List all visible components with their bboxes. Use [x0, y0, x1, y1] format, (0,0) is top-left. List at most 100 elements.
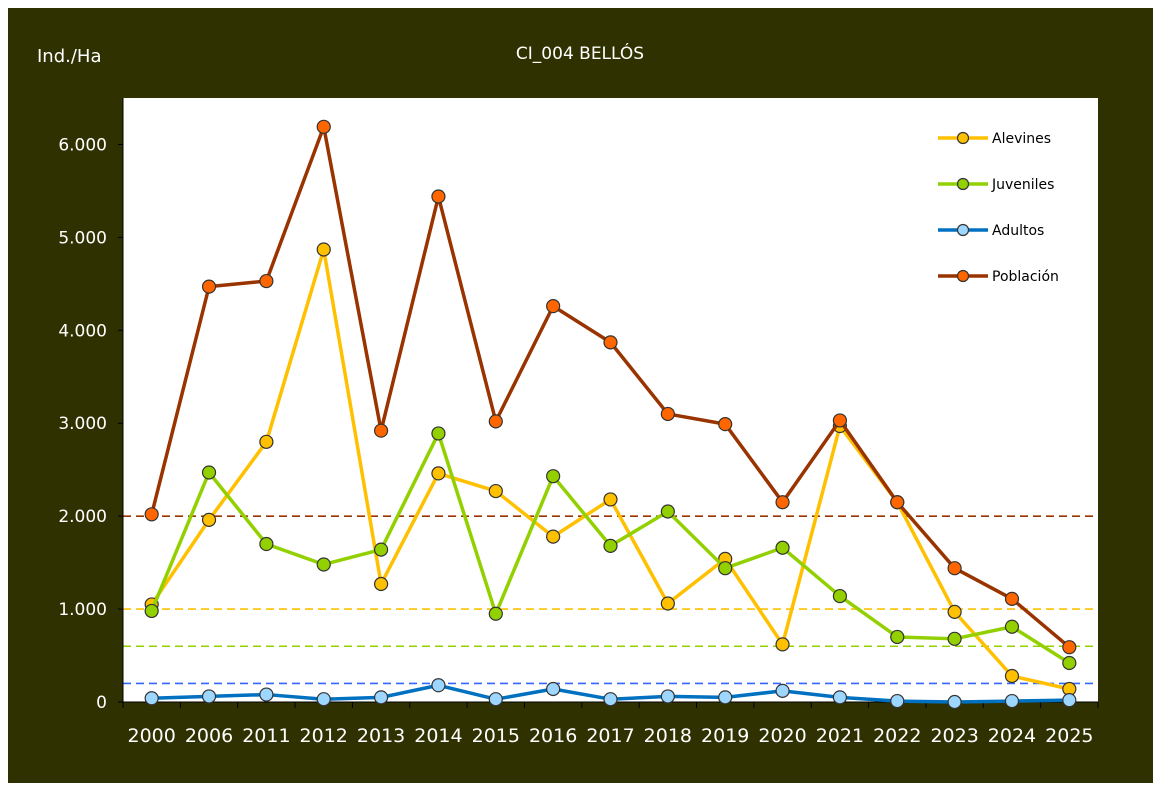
x-tick-label: 2017 — [586, 725, 634, 747]
x-tick-label: 2011 — [242, 725, 290, 747]
data-point-población — [890, 495, 905, 510]
data-point-juveniles — [431, 426, 446, 441]
legend-marker — [956, 223, 970, 237]
data-point-adultos — [259, 687, 274, 702]
data-point-juveniles — [488, 606, 503, 621]
legend: Alevines Juveniles Adultos Población — [938, 131, 1059, 285]
data-point-juveniles — [775, 540, 790, 555]
legend-label: Adultos — [992, 223, 1044, 239]
data-point-población — [201, 279, 217, 294]
data-point-población — [144, 507, 159, 522]
legend-marker — [956, 131, 970, 145]
data-point-población — [259, 273, 274, 289]
reference-lines — [123, 515, 1098, 685]
x-tick-label: 2023 — [930, 725, 978, 747]
x-tick-label: 2015 — [472, 725, 520, 747]
legend-label: Juveniles — [991, 177, 1054, 193]
data-point-juveniles — [144, 603, 159, 619]
data-point-alevines — [546, 529, 561, 544]
data-point-población — [488, 414, 503, 429]
legend-marker — [956, 269, 970, 283]
data-point-población — [718, 417, 733, 432]
data-point-adultos — [775, 683, 790, 698]
x-tick-label: 2006 — [185, 725, 233, 747]
y-tick-label: 3.000 — [58, 414, 107, 434]
series-layer — [144, 119, 1077, 710]
data-point-juveniles — [1062, 655, 1077, 671]
data-point-adultos — [890, 693, 905, 709]
data-point-alevines — [201, 512, 217, 527]
data-point-alevines — [947, 604, 962, 619]
data-point-juveniles — [660, 504, 675, 519]
x-tick-label: 2013 — [357, 725, 405, 747]
data-point-adultos — [201, 689, 217, 704]
y-tick-label: 2.000 — [58, 507, 107, 527]
data-point-población — [775, 495, 790, 510]
plot-area — [123, 98, 1098, 702]
data-point-juveniles — [373, 542, 389, 557]
data-point-juveniles — [259, 536, 274, 552]
y-tick-label: 0 — [96, 693, 107, 713]
data-point-adultos — [603, 692, 618, 707]
data-point-alevines — [1004, 668, 1020, 684]
x-tick-label: 2021 — [816, 725, 864, 747]
data-point-alevines — [259, 434, 274, 449]
data-point-adultos — [546, 681, 561, 697]
x-tick-label: 2020 — [758, 725, 806, 747]
legend-label: Alevines — [992, 131, 1051, 147]
y-tick-label: 6.000 — [58, 135, 107, 155]
axes: 0 1.000 2.000 3.000 4.000 5.000 6.000 2000 2006 2… — [58, 98, 1099, 747]
data-point-juveniles — [603, 538, 618, 553]
data-point-adultos — [144, 691, 159, 706]
data-point-alevines — [775, 637, 790, 652]
data-point-alevines — [660, 596, 675, 611]
x-tick-label: 2018 — [644, 725, 692, 747]
data-point-población — [1062, 640, 1077, 655]
chart-title: CI_004 BELLÓS — [515, 44, 645, 64]
data-point-adultos — [947, 694, 962, 710]
data-point-población — [431, 189, 446, 204]
data-point-alevines — [373, 576, 389, 592]
x-tick-label: 2022 — [873, 725, 921, 747]
data-point-juveniles — [1004, 619, 1020, 634]
y-tick-label: 5.000 — [58, 228, 107, 248]
data-point-adultos — [488, 692, 503, 707]
data-point-alevines — [431, 466, 446, 481]
data-point-población — [546, 299, 561, 314]
data-point-juveniles — [947, 631, 962, 646]
data-point-juveniles — [316, 557, 331, 572]
data-point-población — [660, 406, 675, 422]
y-tick-label: 1.000 — [58, 600, 107, 620]
data-point-alevines — [488, 483, 503, 499]
legend-marker — [956, 177, 970, 191]
data-point-juveniles — [890, 629, 905, 645]
data-point-juveniles — [718, 561, 733, 576]
data-point-población — [373, 423, 389, 438]
x-tick-label: 2012 — [300, 725, 348, 747]
data-point-población — [603, 335, 618, 350]
data-point-adultos — [431, 678, 446, 693]
y-axis-label: Ind./Ha — [37, 46, 102, 67]
data-point-población — [316, 119, 331, 134]
data-point-juveniles — [546, 469, 561, 484]
x-tick-label: 2000 — [127, 725, 175, 747]
data-point-adultos — [660, 689, 675, 704]
data-point-alevines — [316, 242, 331, 257]
data-point-alevines — [603, 492, 618, 507]
data-point-juveniles — [201, 465, 217, 480]
data-point-adultos — [718, 690, 733, 705]
data-point-adultos — [832, 690, 848, 705]
x-tick-label: 2016 — [529, 725, 577, 747]
data-point-población — [832, 413, 848, 428]
data-point-adultos — [1062, 693, 1077, 708]
x-tick-label: 2025 — [1045, 725, 1093, 747]
data-point-población — [947, 561, 962, 576]
data-point-juveniles — [832, 588, 848, 604]
data-point-adultos — [1004, 693, 1020, 709]
x-tick-label: 2024 — [988, 725, 1036, 747]
data-point-adultos — [316, 692, 331, 707]
y-tick-label: 4.000 — [58, 321, 107, 341]
x-tick-label: 2014 — [414, 725, 462, 747]
data-point-adultos — [373, 690, 389, 705]
